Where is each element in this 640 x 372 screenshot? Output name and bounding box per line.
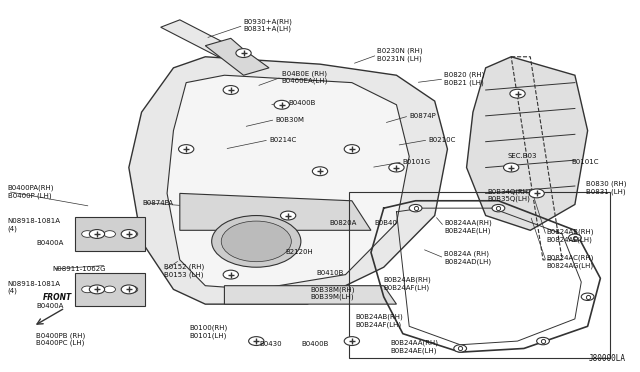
Text: B0430: B0430 xyxy=(259,341,282,347)
Circle shape xyxy=(104,286,115,293)
Circle shape xyxy=(90,285,104,294)
Circle shape xyxy=(90,230,104,238)
PathPatch shape xyxy=(167,75,409,289)
Circle shape xyxy=(121,230,136,238)
Text: B0101C: B0101C xyxy=(572,159,599,165)
FancyBboxPatch shape xyxy=(75,217,145,251)
Circle shape xyxy=(312,167,328,176)
Circle shape xyxy=(344,337,360,346)
Text: B0101G: B0101G xyxy=(403,159,431,165)
Text: B0410B: B0410B xyxy=(317,270,344,276)
Text: J80000LA: J80000LA xyxy=(589,354,626,363)
PathPatch shape xyxy=(467,57,588,230)
Circle shape xyxy=(492,205,505,212)
Text: FRONT: FRONT xyxy=(43,293,72,302)
Text: N08918-1081A
(4): N08918-1081A (4) xyxy=(8,218,61,231)
Text: B0214C: B0214C xyxy=(269,137,296,143)
Circle shape xyxy=(223,86,239,94)
Circle shape xyxy=(82,286,93,293)
Circle shape xyxy=(568,234,581,241)
Text: B0152 (RH)
B0153 (LH): B0152 (RH) B0153 (LH) xyxy=(164,264,204,278)
Text: B0B40: B0B40 xyxy=(374,220,397,226)
Text: N08911-1062G: N08911-1062G xyxy=(52,266,106,272)
Text: B0100(RH)
B0101(LH): B0100(RH) B0101(LH) xyxy=(189,325,228,339)
Text: B0400A: B0400A xyxy=(36,303,64,309)
PathPatch shape xyxy=(161,20,237,57)
PathPatch shape xyxy=(129,57,447,304)
Circle shape xyxy=(529,189,544,198)
Circle shape xyxy=(504,163,519,172)
Text: B0820 (RH)
B0B21 (LH): B0820 (RH) B0B21 (LH) xyxy=(444,72,484,86)
Text: B0874P: B0874P xyxy=(409,113,436,119)
Text: B0820A: B0820A xyxy=(330,220,357,226)
Text: B0830 (RH)
B0831 (LH): B0830 (RH) B0831 (LH) xyxy=(586,181,627,195)
Text: B0B34Q(RH)
B0B35Q(LH): B0B34Q(RH) B0B35Q(LH) xyxy=(487,188,531,202)
Circle shape xyxy=(126,231,138,237)
Circle shape xyxy=(510,89,525,98)
Text: SEC.B03: SEC.B03 xyxy=(508,154,538,160)
Circle shape xyxy=(221,221,291,262)
Text: B0230N (RH)
B0231N (LH): B0230N (RH) B0231N (LH) xyxy=(378,48,423,62)
Text: B0400PB (RH)
B0400PC (LH): B0400PB (RH) B0400PC (LH) xyxy=(36,332,86,346)
PathPatch shape xyxy=(180,193,371,230)
Text: B04B0E (RH)
B0460EA(LH): B04B0E (RH) B0460EA(LH) xyxy=(282,70,328,84)
Text: B0210C: B0210C xyxy=(428,137,456,143)
Circle shape xyxy=(409,205,422,212)
Circle shape xyxy=(179,145,194,154)
Circle shape xyxy=(280,211,296,220)
Text: N08918-1081A
(4): N08918-1081A (4) xyxy=(8,281,61,294)
Text: B2120H: B2120H xyxy=(285,250,313,256)
Text: B0824AA(RH)
B0B24AE(LH): B0824AA(RH) B0B24AE(LH) xyxy=(444,219,492,234)
Circle shape xyxy=(236,49,251,58)
Text: B0824AB(RH)
B0824AF(LH): B0824AB(RH) B0824AF(LH) xyxy=(546,229,594,243)
Text: B0930+A(RH)
B0831+A(LH): B0930+A(RH) B0831+A(LH) xyxy=(244,18,292,32)
Text: B0B24AB(RH)
B0B24AF(LH): B0B24AB(RH) B0B24AF(LH) xyxy=(355,314,403,328)
Circle shape xyxy=(581,293,594,301)
Text: B0824A (RH)
B0824AD(LH): B0824A (RH) B0824AD(LH) xyxy=(444,251,492,265)
Circle shape xyxy=(212,215,301,267)
Circle shape xyxy=(389,163,404,172)
Circle shape xyxy=(248,337,264,346)
Circle shape xyxy=(223,270,239,279)
Circle shape xyxy=(537,337,549,345)
Circle shape xyxy=(126,286,138,293)
Circle shape xyxy=(104,231,115,237)
Text: B0824AC(RH)
B0824AG(LH): B0824AC(RH) B0824AG(LH) xyxy=(546,255,593,269)
PathPatch shape xyxy=(205,38,269,75)
Text: B0B30M: B0B30M xyxy=(275,116,305,122)
Circle shape xyxy=(454,345,467,352)
Text: B0B38M(RH)
B0B39M(LH): B0B38M(RH) B0B39M(LH) xyxy=(310,286,355,300)
Text: B0874PA: B0874PA xyxy=(143,200,174,206)
PathPatch shape xyxy=(225,286,396,304)
Text: B0400B: B0400B xyxy=(301,341,328,347)
Circle shape xyxy=(82,231,93,237)
Text: B0B24AA(RH)
B0B24AE(LH): B0B24AA(RH) B0B24AE(LH) xyxy=(390,340,438,354)
Text: B0B24AB(RH)
B0B24AF(LH): B0B24AB(RH) B0B24AF(LH) xyxy=(384,277,431,291)
Circle shape xyxy=(121,285,136,294)
Text: B0400A: B0400A xyxy=(36,240,64,246)
Text: B0400B: B0400B xyxy=(288,100,316,106)
FancyBboxPatch shape xyxy=(75,273,145,306)
Circle shape xyxy=(274,100,289,109)
Text: B0400PA(RH)
B0400P (LH): B0400PA(RH) B0400P (LH) xyxy=(8,185,54,199)
Circle shape xyxy=(344,145,360,154)
